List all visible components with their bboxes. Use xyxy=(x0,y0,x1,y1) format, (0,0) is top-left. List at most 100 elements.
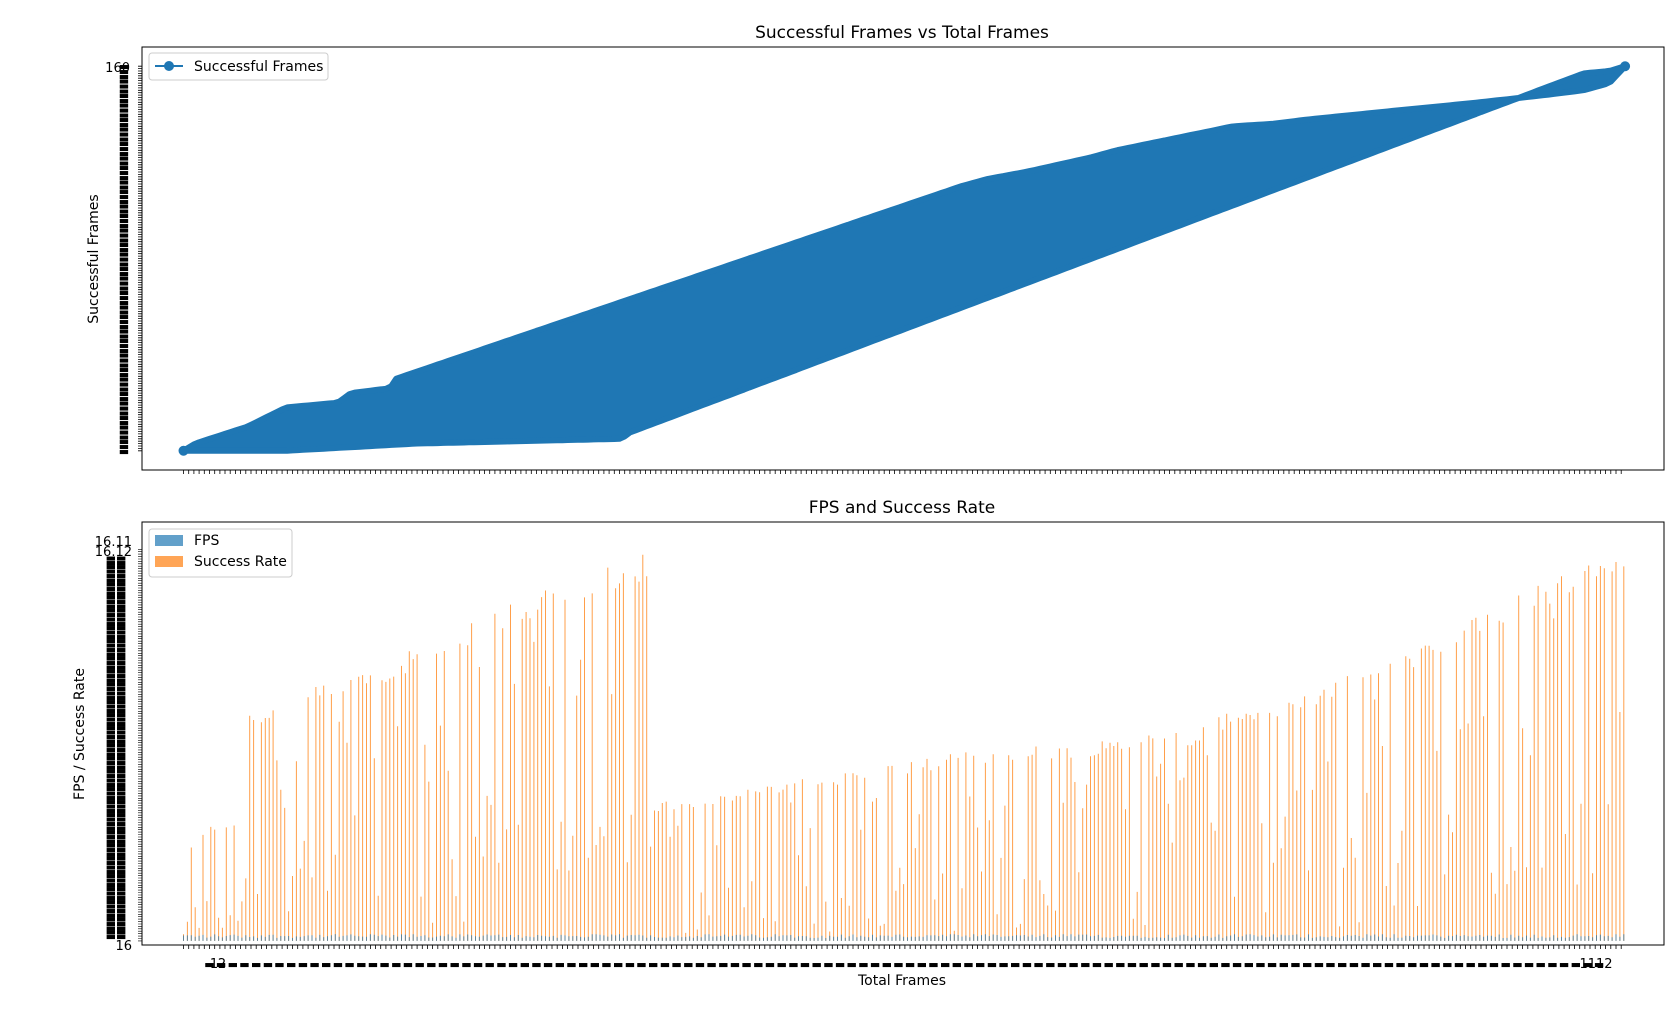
chart2-y-tick-label: ▬▬ xyxy=(106,708,127,721)
chart2-y-tick-label: ▬▬ xyxy=(106,582,127,595)
chart2-y-tick-label: ▬▬ xyxy=(106,895,127,908)
chart2-y-tick-label: ▬▬ xyxy=(106,700,127,713)
chart2-x-tick-label: ▬ xyxy=(333,958,343,971)
chart2-y-tick-label: ▬▬ xyxy=(106,652,127,665)
chart2-x-tick-label: ▬ xyxy=(309,958,319,971)
chart2-y-tick-label: ▬▬ xyxy=(106,612,127,625)
chart1-y-tick-label: ▬ xyxy=(119,368,129,381)
chart2-x-tick-label: ▬ xyxy=(1255,958,1265,971)
chart2-y-tick-label: ▬▬ xyxy=(106,930,127,943)
chart2-x-tick-label: ▬ xyxy=(1524,958,1534,971)
chart2-y-tick-label: ▬▬ xyxy=(106,778,127,791)
chart1-y-tick-label: ▬ xyxy=(119,108,129,121)
chart2-x-tick-label: ▬ xyxy=(998,958,1008,971)
chart1-y-tick-label: ▬ xyxy=(119,301,129,314)
chart2-x-tick-label: ▬ xyxy=(1454,958,1464,971)
chart2-y-tick-label: ▬▬ xyxy=(106,904,127,917)
chart2-y-tick-label: ▬▬ xyxy=(106,643,127,656)
chart1-y-tick-label-band: ▬▬▬▬▬▬▬▬▬▬▬▬▬▬▬▬▬▬▬▬▬▬▬▬▬▬▬▬▬▬▬▬▬▬▬▬▬▬▬▬… xyxy=(119,60,129,458)
chart2-x-tick-label: ▬ xyxy=(1162,958,1172,971)
chart2-x-tick-label: ▬ xyxy=(379,958,389,971)
chart2-x-tick-label: ▬ xyxy=(1349,958,1359,971)
chart2-x-tick-label: ▬ xyxy=(508,958,518,971)
chart2-x-tick-label: ▬ xyxy=(800,958,810,971)
chart1-y-tick-label: ▬ xyxy=(119,248,129,261)
chart2-x-tick-label: ▬ xyxy=(858,958,868,971)
chart1-y-axis-label: Successful Frames xyxy=(86,194,102,323)
chart2-y-tick-label: ▬▬ xyxy=(106,791,127,804)
chart1-y-tick-label: ▬ xyxy=(119,209,129,222)
chart1-legend-marker-swatch xyxy=(164,61,174,71)
chart1-y-tick-label: ▬ xyxy=(119,426,129,439)
chart2-x-tick-label: ▬ xyxy=(1559,958,1569,971)
chart2-x-ticks: ▬ ▬ ▬ ▬ ▬ ▬ ▬ ▬ ▬ ▬ ▬ ▬ ▬ ▬ ▬ ▬ ▬ ▬ ▬ ▬ ▬ ▬ ▬ ▬ ▬ ▬ ▬ ▬ ▬ ▬ ▬ ▬ ▬ ▬ ▬ ▬ ▬ ▬ ▬ ▬… xyxy=(183,945,1622,971)
chart2-y-tick-label: ▬▬ xyxy=(106,769,127,782)
chart2-x-tick-label: ▬ xyxy=(1465,958,1475,971)
chart2-y-tick-label: ▬▬ xyxy=(106,795,127,808)
chart2-x-tick-label: ▬ xyxy=(928,958,938,971)
chart1-y-tick-label: ▬ xyxy=(119,416,129,429)
chart2-x-tick-label: ▬ xyxy=(625,958,635,971)
successful-frames-chart: Successful Frames vs Total Frames Succes… xyxy=(86,23,1665,474)
chart2-y-tick-label: ▬▬ xyxy=(106,686,127,699)
chart1-y-tick-label: ▬ xyxy=(119,185,129,198)
chart2-x-tick-label: ▬ xyxy=(870,958,880,971)
chart2-x-tick-label: ▬ xyxy=(1512,958,1522,971)
chart1-y-tick-label: ▬ xyxy=(119,262,129,275)
chart2-y-tick-label: ▬▬ xyxy=(106,800,127,813)
chart2-x-tick-label: ▬ xyxy=(1232,958,1242,971)
chart1-y-tick-label: ▬ xyxy=(119,305,129,318)
chart1-y-tick-label: ▬ xyxy=(119,435,129,448)
chart1-y-tick-label: ▬ xyxy=(119,70,129,83)
chart2-x-tick-label: ▬ xyxy=(473,958,483,971)
chart1-y-tick-label: ▬ xyxy=(119,402,129,415)
chart1-y-tick-label: ▬ xyxy=(119,378,129,391)
chart1-y-tick-label-top: 160 xyxy=(105,61,130,76)
chart1-y-tick-label: ▬ xyxy=(119,411,129,424)
chart2-x-tick-label: ▬ xyxy=(776,958,786,971)
chart2-legend-fps-label: FPS xyxy=(194,533,219,549)
chart2-x-tick-label: ▬ xyxy=(461,958,471,971)
chart2-y-tick-label: ▬▬ xyxy=(106,569,127,582)
chart2-y-tick-label: ▬▬ xyxy=(106,713,127,726)
chart1-y-tick-label: ▬ xyxy=(119,113,129,126)
chart2-y-tick-label: ▬▬ xyxy=(106,647,127,660)
chart1-y-tick-label: ▬ xyxy=(119,238,129,251)
chart2-y-tick-label: ▬▬ xyxy=(106,843,127,856)
chart2-y-tick-label: ▬▬ xyxy=(106,660,127,673)
chart2-x-axis-label: Total Frames xyxy=(857,973,946,989)
chart2-x-tick-label: ▬ xyxy=(1138,958,1148,971)
chart1-y-tick-label: ▬ xyxy=(119,233,129,246)
chart2-y-tick-label: ▬▬ xyxy=(106,921,127,934)
chart2-x-tick-label: ▬ xyxy=(987,958,997,971)
chart2-x-tick-label-second: 2 xyxy=(218,957,226,972)
chart1-y-tick-label: ▬ xyxy=(119,392,129,405)
chart1-y-tick-label: ▬ xyxy=(119,152,129,165)
chart1-y-tick-label: ▬ xyxy=(119,349,129,362)
chart2-x-tick-label: ▬ xyxy=(695,958,705,971)
chart1-y-tick-label: ▬ xyxy=(119,320,129,333)
chart2-y-tick-label: ▬▬ xyxy=(106,917,127,930)
chart2-x-tick-label: ▬ xyxy=(882,958,892,971)
chart1-y-tick-label: ▬ xyxy=(119,171,129,184)
chart2-y-tick-label: ▬▬ xyxy=(106,617,127,630)
chart2-x-tick-label: ▬ xyxy=(251,958,261,971)
chart2-x-tick-label: ▬ xyxy=(344,958,354,971)
chart2-x-tick-label: ▬ xyxy=(1068,958,1078,971)
chart2-y-tick-label: ▬▬ xyxy=(106,734,127,747)
chart2-x-tick-label: ▬ xyxy=(1302,958,1312,971)
chart1-y-tick-label: ▬ xyxy=(119,253,129,266)
chart1-marker-cap-0 xyxy=(178,445,189,456)
chart1-y-tick-label: ▬ xyxy=(119,84,129,97)
chart2-y-tick-label: ▬▬ xyxy=(106,626,127,639)
chart1-y-tick-label: ▬ xyxy=(119,137,129,150)
chart2-y-tick-label: ▬▬ xyxy=(106,782,127,795)
chart2-y-tick-label: ▬▬ xyxy=(106,804,127,817)
chart2-x-tick-label: ▬ xyxy=(274,958,284,971)
chart2-y-tick-label: ▬▬ xyxy=(106,760,127,773)
chart2-y-tick-label: ▬▬ xyxy=(106,834,127,847)
chart2-x-tick-label: ▬ xyxy=(660,958,670,971)
chart2-x-tick-label: ▬ xyxy=(683,958,693,971)
